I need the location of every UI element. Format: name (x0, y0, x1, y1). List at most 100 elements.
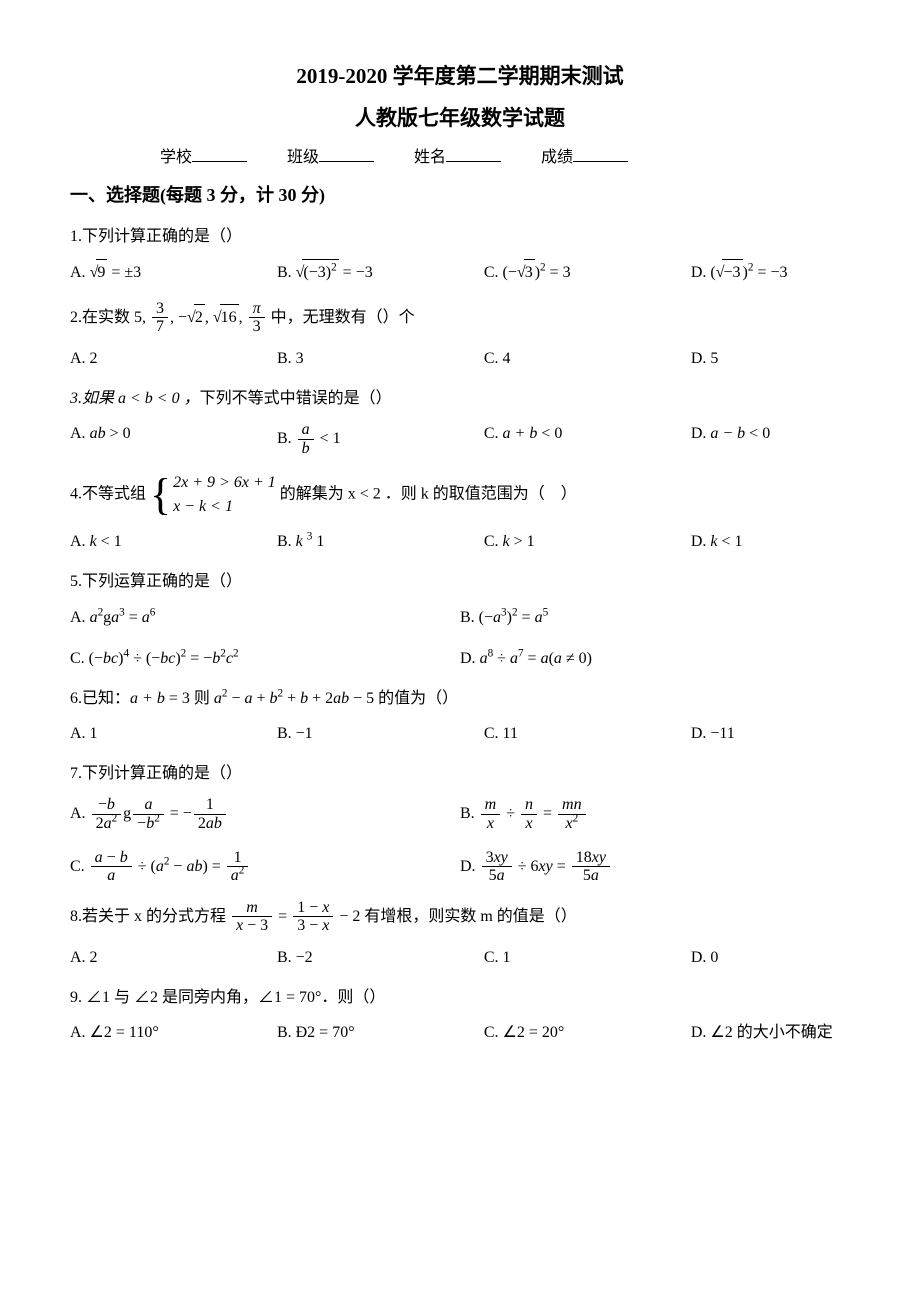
opt-label: A. (70, 264, 90, 281)
q3-stem: 3.如果 a < b < 0 ，下列不等式中错误的是（） (70, 386, 850, 412)
q5-D: D. a8 ÷ a7 = a(a ≠ 0) (460, 646, 850, 672)
opt-label: A. (70, 425, 90, 442)
opt-label: D. (691, 264, 711, 281)
q1-B: B. (−3)2 = −3 (277, 259, 484, 286)
info-class: 班级 (287, 145, 374, 171)
q4-stem: 4.不等式组 { 2x + 9 > 6x + 1 x − k < 1 的解集为 … (70, 471, 850, 519)
q5-stem: 5.下列运算正确的是（） (70, 569, 850, 595)
info-score-label: 成绩 (541, 149, 573, 166)
q2-prefix: 2.在实数 (70, 309, 130, 326)
q7-C: C. a − ba ÷ (a2 − ab) = 1a2 (70, 849, 460, 885)
q4-C: C. k > 1 (484, 529, 691, 555)
q1-stem: 1.下列计算正确的是（） (70, 224, 850, 250)
opt-label: C. (70, 650, 89, 667)
q9-B: B. Ð2 = 70° (277, 1020, 484, 1046)
question-9: 9. ∠1 与 ∠2 是同旁内角，∠1 = 70°．则（） A. ∠2 = 11… (70, 985, 850, 1046)
info-line: 学校 班级 姓名 成绩 (70, 145, 850, 171)
opt-label: B. (277, 533, 296, 550)
sub-title: 人教版七年级数学试题 (70, 102, 850, 136)
opt-label: B. (460, 805, 479, 822)
q6-A: A. 1 (70, 721, 277, 747)
q8-A: A. 2 (70, 945, 277, 971)
q3-D: D. a − b < 0 (691, 421, 850, 457)
q8-D: D. 0 (691, 945, 850, 971)
question-1: 1.下列计算正确的是（） A. 9 = ±3 B. (−3)2 = −3 C. … (70, 224, 850, 286)
q8-C: C. 1 (484, 945, 691, 971)
question-2: 2.在实数 5, 37, −2, 16, π3 中，无理数有（）个 A. 2 B… (70, 300, 850, 372)
blank (192, 145, 247, 162)
q6-options: A. 1 B. −1 C. 11 D. −11 (70, 721, 850, 747)
opt-label: D. (691, 425, 711, 442)
q2-A: A. 2 (70, 346, 277, 372)
opt-label: B. (277, 264, 296, 281)
info-score: 成绩 (541, 145, 628, 171)
main-title: 2019-2020 学年度第二学期期末测试 (70, 60, 850, 94)
q2-B: B. 3 (277, 346, 484, 372)
q2-stem: 2.在实数 5, 37, −2, 16, π3 中，无理数有（）个 (70, 300, 850, 336)
opt-label: D. (460, 857, 480, 874)
info-name: 姓名 (414, 145, 501, 171)
opt-label: B. (460, 609, 479, 626)
q5-A: A. a2ga3 = a6 (70, 605, 460, 631)
q4-mid: 的解集为 x < 2 ．则 k 的取值范围为（ ） (280, 486, 577, 503)
opt-label: B. (277, 430, 296, 447)
q4-prefix: 4.不等式组 (70, 486, 146, 503)
question-7: 7.下列计算正确的是（） A. −b2a2ga−b2 = −12ab B. mx… (70, 761, 850, 885)
info-school-label: 学校 (160, 149, 192, 166)
blank (319, 145, 374, 162)
opt-label: C. (70, 857, 89, 874)
info-name-label: 姓名 (414, 149, 446, 166)
q9-stem: 9. ∠1 与 ∠2 是同旁内角，∠1 = 70°．则（） (70, 985, 850, 1011)
q7-A: A. −b2a2ga−b2 = −12ab (70, 796, 460, 832)
q2-D: D. 5 (691, 346, 850, 372)
q4-B: B. k 3 1 (277, 529, 484, 555)
q1-A: A. 9 = ±3 (70, 259, 277, 286)
opt-label: D. (460, 650, 480, 667)
info-class-label: 班级 (287, 149, 319, 166)
question-5: 5.下列运算正确的是（） A. a2ga3 = a6 B. (−a3)2 = a… (70, 569, 850, 672)
q3-options: A. ab > 0 B. ab < 1 C. a + b < 0 D. a − … (70, 421, 850, 457)
q2-C: C. 4 (484, 346, 691, 372)
q4-D: D. k < 1 (691, 529, 850, 555)
info-school: 学校 (160, 145, 247, 171)
q4-options: A. k < 1 B. k 3 1 C. k > 1 D. k < 1 (70, 529, 850, 555)
q8-B: B. −2 (277, 945, 484, 971)
question-3: 3.如果 a < b < 0 ，下列不等式中错误的是（） A. ab > 0 B… (70, 386, 850, 458)
q4-A: A. k < 1 (70, 529, 277, 555)
q3-A: A. ab > 0 (70, 421, 277, 457)
question-6: 6.已知：a + b = 3 则 a2 − a + b2 + b + 2ab −… (70, 686, 850, 747)
q2-options: A. 2 B. 3 C. 4 D. 5 (70, 346, 850, 372)
blank (446, 145, 501, 162)
opt-label: A. (70, 533, 90, 550)
q3-B: B. ab < 1 (277, 421, 484, 457)
q1-options: A. 9 = ±3 B. (−3)2 = −3 C. (−3)2 = 3 D. … (70, 259, 850, 286)
q7-stem: 7.下列计算正确的是（） (70, 761, 850, 787)
opt-label: D. (691, 533, 711, 550)
opt-label: C. (484, 533, 503, 550)
q5-C: C. (−bc)4 ÷ (−bc)2 = −b2c2 (70, 646, 460, 672)
q7-options: A. −b2a2ga−b2 = −12ab B. mx ÷ nx = mnx2 … (70, 796, 850, 884)
q9-C: C. ∠2 = 20° (484, 1020, 691, 1046)
q9-A: A. ∠2 = 110° (70, 1020, 277, 1046)
q6-C: C. 11 (484, 721, 691, 747)
q7-D: D. 3xy5a ÷ 6xy = 18xy5a (460, 849, 850, 885)
q5-B: B. (−a3)2 = a5 (460, 605, 850, 631)
blank (573, 145, 628, 162)
q8-suffix: 有增根，则实数 m 的值是（） (364, 908, 576, 925)
opt-label: A. (70, 609, 90, 626)
question-4: 4.不等式组 { 2x + 9 > 6x + 1 x − k < 1 的解集为 … (70, 471, 850, 555)
q9-options: A. ∠2 = 110° B. Ð2 = 70° C. ∠2 = 20° D. … (70, 1020, 850, 1046)
opt-label: C. (484, 264, 503, 281)
q6-B: B. −1 (277, 721, 484, 747)
q8-stem: 8.若关于 x 的分式方程 mx − 3 = 1 − x3 − x − 2 有增… (70, 899, 850, 935)
q7-B: B. mx ÷ nx = mnx2 (460, 796, 850, 832)
q5-options: A. a2ga3 = a6 B. (−a3)2 = a5 C. (−bc)4 ÷… (70, 605, 850, 672)
q6-D: D. −11 (691, 721, 850, 747)
section-title: 一、选择题(每题 3 分，计 30 分) (70, 181, 850, 210)
q1-C: C. (−3)2 = 3 (484, 259, 691, 286)
opt-label: A. (70, 805, 90, 822)
q6-stem: 6.已知：a + b = 3 则 a2 − a + b2 + b + 2ab −… (70, 686, 850, 712)
question-8: 8.若关于 x 的分式方程 mx − 3 = 1 − x3 − x − 2 有增… (70, 899, 850, 971)
q2-suffix: 中，无理数有（）个 (271, 309, 415, 326)
q1-D: D. (−3)2 = −3 (691, 259, 850, 286)
